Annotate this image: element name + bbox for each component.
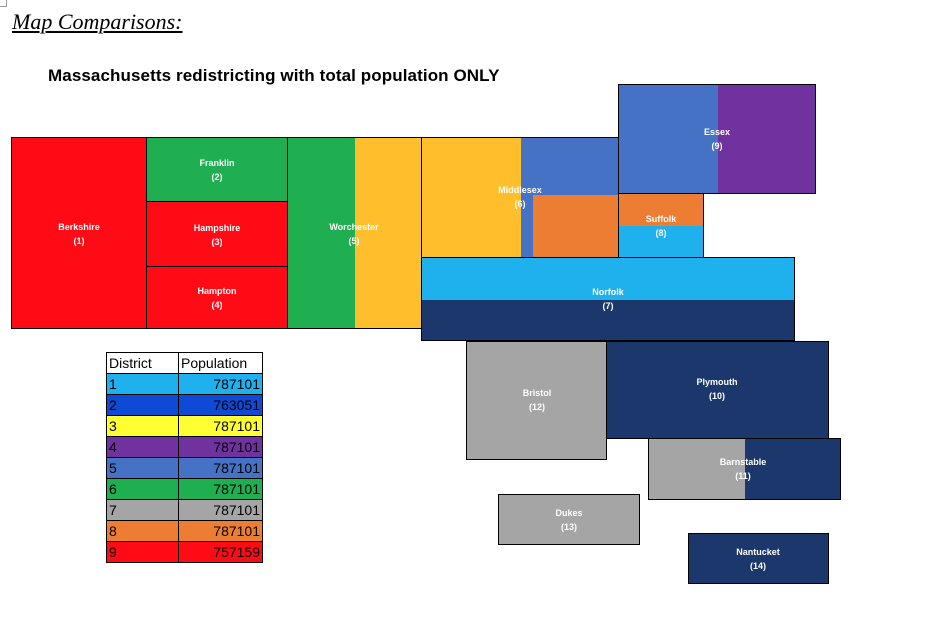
county-label: Hampshire bbox=[193, 223, 241, 233]
population-cell: 763051 bbox=[178, 394, 263, 416]
county-number: (11) bbox=[735, 471, 751, 481]
table-body: 1 787101 2 763051 3 787101 4 787101 5 787101 6 7871… bbox=[106, 373, 263, 563]
district-cell: 6 bbox=[106, 478, 179, 500]
table-row: 9 757159 bbox=[106, 541, 263, 563]
county-label: Worchester bbox=[329, 222, 379, 232]
county-norfolk: Norfolk (7) bbox=[421, 257, 795, 341]
district-split bbox=[422, 300, 794, 340]
population-cell: 787101 bbox=[178, 373, 263, 395]
county-hampshire: Hampshire (3) bbox=[146, 201, 288, 267]
county-label: Barnstable bbox=[719, 457, 767, 467]
table-row: 4 787101 bbox=[106, 436, 263, 458]
county-middlesex: Middlesex (6) bbox=[421, 137, 619, 258]
district-cell: 5 bbox=[106, 457, 179, 479]
map-title: Massachusetts redistricting with total p… bbox=[48, 66, 500, 85]
county-number: (7) bbox=[602, 301, 614, 311]
county-number: (13) bbox=[560, 522, 578, 532]
district-cell: 8 bbox=[106, 520, 179, 542]
county-berkshire: Berkshire (1) bbox=[11, 137, 147, 329]
population-cell: 787101 bbox=[178, 499, 263, 521]
table-row: 7 787101 bbox=[106, 499, 263, 521]
county-number: (4) bbox=[211, 300, 223, 310]
county-number: (8) bbox=[655, 228, 667, 238]
district-cell: 1 bbox=[106, 373, 179, 395]
district-split bbox=[718, 85, 815, 193]
county-plymouth: Plymouth (10) bbox=[606, 341, 829, 439]
county-number: (14) bbox=[749, 561, 767, 571]
table-header-row: District Population bbox=[106, 352, 263, 374]
county-label: Middlesex bbox=[498, 185, 542, 195]
district-cell: 9 bbox=[106, 541, 179, 563]
population-cell: 787101 bbox=[178, 436, 263, 458]
county-number: (12) bbox=[528, 402, 546, 412]
table-row: 2 763051 bbox=[106, 394, 263, 416]
table-row: 3 787101 bbox=[106, 415, 263, 437]
county-number: (3) bbox=[211, 237, 223, 247]
county-bristol: Bristol (12) bbox=[466, 341, 607, 460]
county-franklin: Franklin (2) bbox=[146, 137, 288, 202]
county-label: Bristol bbox=[522, 388, 552, 398]
county-label: Franklin bbox=[199, 158, 235, 168]
table-row: 5 787101 bbox=[106, 457, 263, 479]
county-number: (5) bbox=[348, 236, 360, 246]
district-split bbox=[619, 226, 703, 257]
county-number: (9) bbox=[711, 141, 723, 151]
table-row: 1 787101 bbox=[106, 373, 263, 395]
county-essex: Essex (9) bbox=[618, 84, 816, 194]
column-header-district: District bbox=[106, 352, 179, 374]
population-cell: 757159 bbox=[178, 541, 263, 563]
county-label: Dukes bbox=[555, 508, 583, 518]
county-suffolk: Suffolk (8) bbox=[618, 193, 704, 258]
district-cell: 2 bbox=[106, 394, 179, 416]
page-heading: Map Comparisons: bbox=[12, 9, 183, 34]
county-label: Essex bbox=[703, 127, 731, 137]
county-number: (1) bbox=[73, 236, 85, 246]
district-split bbox=[533, 195, 618, 257]
district-cell: 7 bbox=[106, 499, 179, 521]
county-label: Plymouth bbox=[696, 377, 738, 387]
district-split bbox=[355, 138, 421, 328]
population-cell: 787101 bbox=[178, 415, 263, 437]
county-label: Berkshire bbox=[58, 222, 100, 232]
column-header-population: Population bbox=[178, 352, 263, 374]
county-dukes: Dukes (13) bbox=[498, 494, 640, 545]
county-label: Norfolk bbox=[592, 287, 624, 297]
county-number: (10) bbox=[708, 391, 726, 401]
population-cell: 787101 bbox=[178, 457, 263, 479]
county-nantucket: Nantucket (14) bbox=[688, 533, 829, 584]
district-cell: 3 bbox=[106, 415, 179, 437]
county-hampton: Hampton (4) bbox=[146, 266, 288, 329]
county-number: (6) bbox=[514, 199, 526, 209]
county-label: Nantucket bbox=[736, 547, 780, 557]
corner-mark bbox=[0, 0, 7, 7]
county-barnstable: Barnstable (11) bbox=[648, 438, 841, 500]
county-label: Suffolk bbox=[645, 214, 677, 224]
population-cell: 787101 bbox=[178, 478, 263, 500]
district-cell: 4 bbox=[106, 436, 179, 458]
county-label: Hampton bbox=[197, 286, 237, 296]
district-population-table: District Population 1 787101 2 763051 3 78710… bbox=[106, 352, 263, 563]
county-worchester: Worchester (5) bbox=[287, 137, 422, 329]
county-number: (2) bbox=[211, 172, 223, 182]
district-split bbox=[745, 439, 840, 499]
table-row: 6 787101 bbox=[106, 478, 263, 500]
table-row: 8 787101 bbox=[106, 520, 263, 542]
population-cell: 787101 bbox=[178, 520, 263, 542]
